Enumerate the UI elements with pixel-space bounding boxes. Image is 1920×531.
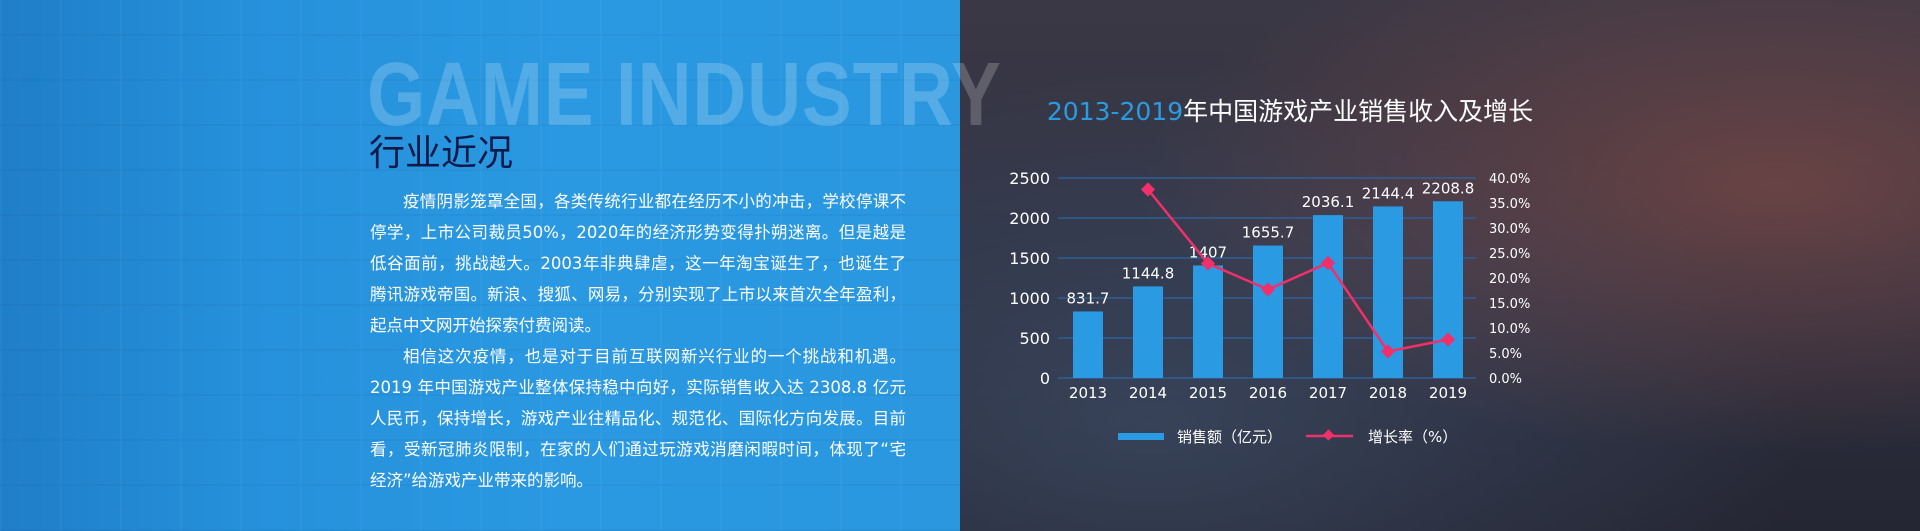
growth-point-marker	[1320, 255, 1336, 271]
right-axis-tick: 15.0%	[1489, 297, 1530, 312]
right-axis-tick: 5.0%	[1489, 347, 1522, 362]
bar-data-label: 1407	[1189, 243, 1227, 261]
right-axis-tick: 30.0%	[1489, 222, 1530, 237]
x-axis-tick: 2019	[1429, 384, 1467, 402]
left-axis-tick: 1000	[1009, 289, 1050, 308]
bar-2016	[1253, 245, 1283, 378]
x-axis-tick: 2015	[1189, 384, 1227, 402]
x-axis-tick: 2018	[1369, 384, 1407, 402]
left-axis-tick: 2000	[1009, 209, 1050, 228]
growth-line	[1147, 188, 1449, 353]
x-axis-tick: 2016	[1249, 384, 1287, 402]
bar-2019	[1433, 201, 1463, 378]
x-axis-tick: 2017	[1309, 384, 1347, 402]
paragraph: 相信这次疫情，也是对于目前互联网新兴行业的一个挑战和机遇。2019 年中国游戏产…	[370, 347, 906, 490]
legend-label-growth: 增长率（%）	[1368, 428, 1458, 446]
left-axis-tick: 0	[1040, 369, 1050, 388]
bar-data-label: 2036.1	[1302, 193, 1355, 211]
right-axis-tick: 40.0%	[1489, 172, 1530, 187]
right-axis-tick: 35.0%	[1489, 197, 1530, 212]
right-axis-tick: 0.0%	[1489, 372, 1522, 387]
chart-title-text: 年中国游戏产业销售收入及增长	[1183, 97, 1534, 126]
growth-point-marker	[1440, 332, 1456, 347]
left-axis-tick: 1500	[1009, 249, 1050, 268]
left-panel	[0, 0, 960, 531]
bar-data-label: 831.7	[1067, 289, 1110, 307]
chart-title-years: 2013-2019	[1046, 97, 1184, 126]
growth-point-marker	[1260, 282, 1276, 297]
bar-data-label: 1144.8	[1122, 264, 1175, 282]
section-title: 行业近况	[369, 133, 514, 174]
left-axis-tick: 2500	[1009, 169, 1050, 188]
right-axis-tick: 10.0%	[1489, 322, 1530, 337]
x-axis-tick: 2014	[1129, 384, 1167, 402]
growth-point-marker	[1200, 256, 1216, 271]
chart-title: 2013-2019年中国游戏产业销售收入及增长	[960, 92, 1620, 128]
legend-diamond-icon	[1322, 429, 1335, 441]
x-axis-tick: 2013	[1069, 384, 1107, 402]
bar-data-label: 2208.8	[1422, 179, 1475, 197]
bar-2013	[1073, 311, 1103, 378]
bar-2015	[1193, 265, 1223, 378]
paragraph: 疫情阴影笼罩全国，各类传统行业都在经历不小的冲击，学校停课不停学，上市公司裁员5…	[370, 192, 906, 335]
bar-data-label: 1655.7	[1242, 224, 1295, 242]
legend-swatch-sales	[1118, 433, 1164, 440]
bar-2017	[1313, 215, 1343, 378]
bar-data-label: 2144.4	[1362, 184, 1415, 202]
bar-2014	[1133, 286, 1163, 378]
right-axis-tick: 25.0%	[1489, 247, 1530, 262]
growth-point-marker	[1140, 182, 1156, 197]
growth-point-marker	[1380, 344, 1396, 359]
right-axis-tick: 20.0%	[1489, 272, 1530, 287]
left-axis-tick: 500	[1019, 329, 1050, 348]
body-text: 疫情阴影笼罩全国，各类传统行业都在经历不小的冲击，学校停课不停学，上市公司裁员5…	[370, 186, 906, 496]
legend-label-sales: 销售额（亿元）	[1177, 428, 1283, 446]
background-title: GAME INDUSTRY	[367, 45, 1002, 145]
